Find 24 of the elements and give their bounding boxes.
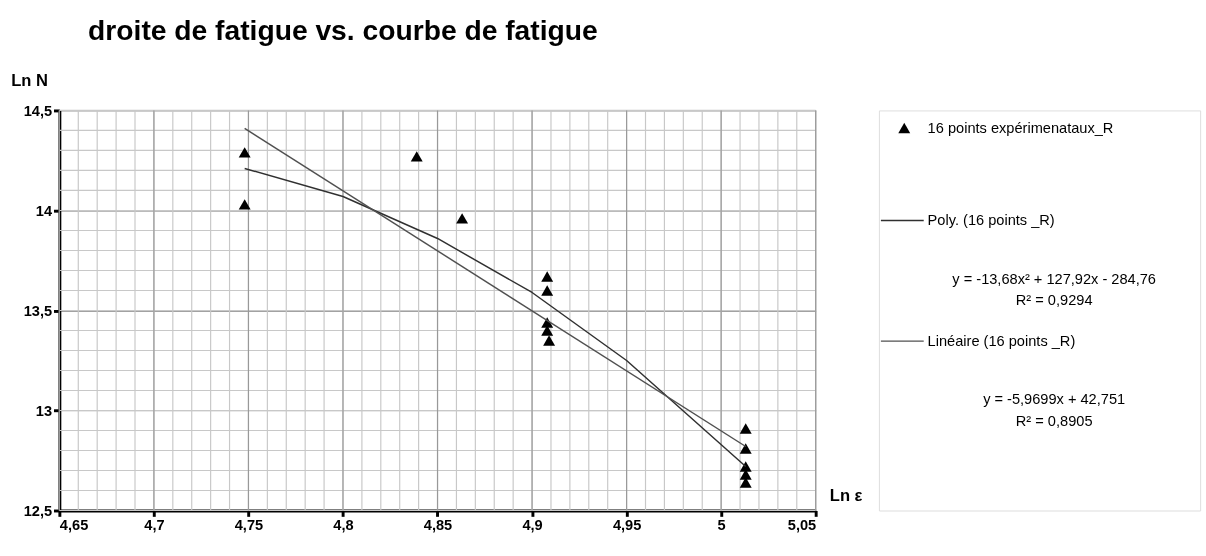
y-axis-title: Ln N	[11, 70, 48, 90]
x-tick-label: 4,65	[59, 517, 89, 534]
text: R² = 0,8905	[1015, 412, 1093, 429]
x-tick-label: 4,9	[522, 517, 543, 534]
x-tick-label: 4,75	[234, 517, 264, 534]
x-axis-title: Ln ε	[829, 486, 863, 506]
text: y = -13,68x² + 127,92x - 284,76	[952, 270, 1156, 287]
legend-label: Linéaire (16 points _R)	[927, 333, 1076, 349]
x-tick-label: 4,8	[333, 517, 354, 534]
legend-label: Poly. (16 points _R)	[927, 212, 1055, 229]
chart-title: droite de fatigue vs. courbe de fatigue	[88, 13, 598, 46]
legend-label: 16 points expérimenataux_R	[927, 119, 1114, 136]
x-tick-label: 4,95	[612, 517, 642, 534]
x-tick-label: 5,05	[787, 517, 817, 534]
x-tick-label: 4,7	[144, 517, 165, 534]
y-tick-label: 13,5	[23, 302, 53, 319]
y-tick-label: 12,5	[23, 502, 53, 519]
text: R² = 0,9294	[1015, 292, 1093, 309]
y-tick-label: 13	[35, 402, 53, 419]
text: y = -5,9699x + 42,751	[983, 391, 1126, 408]
x-tick-label: 5	[717, 517, 726, 534]
y-tick-label: 14,5	[23, 102, 53, 119]
y-tick-label: 14	[35, 202, 53, 219]
x-tick-label: 4,85	[423, 517, 453, 534]
